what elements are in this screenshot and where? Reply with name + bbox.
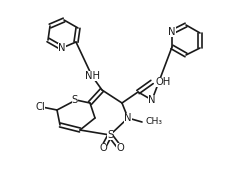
Text: O: O (116, 143, 124, 153)
Text: N: N (148, 95, 156, 105)
Text: O: O (99, 143, 107, 153)
Text: N: N (168, 27, 176, 37)
Text: NH: NH (85, 71, 99, 81)
Text: Cl: Cl (35, 102, 45, 112)
Text: CH₃: CH₃ (145, 117, 162, 126)
Text: N: N (124, 113, 132, 123)
Text: OH: OH (155, 77, 170, 87)
Text: N: N (58, 43, 66, 53)
Text: S: S (72, 95, 78, 105)
Text: S: S (107, 130, 113, 140)
